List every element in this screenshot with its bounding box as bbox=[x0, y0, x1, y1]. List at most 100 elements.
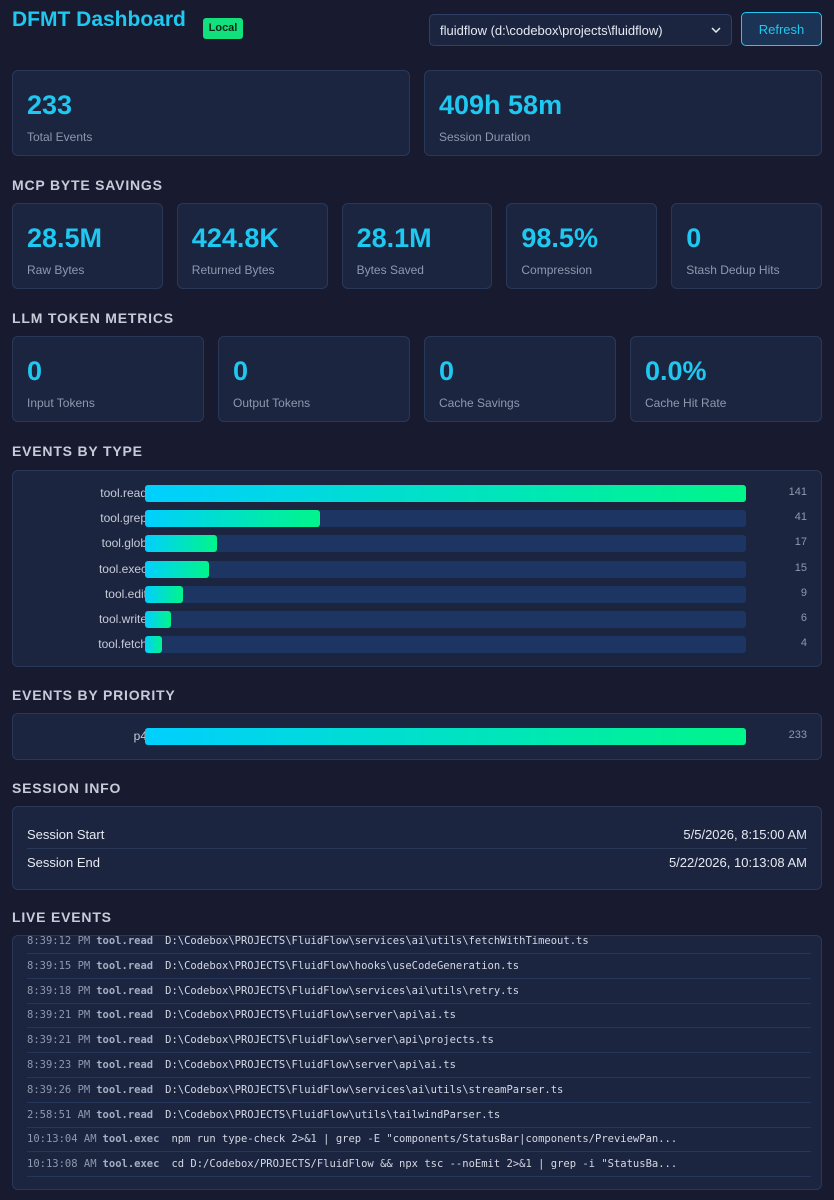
bar-track bbox=[145, 611, 746, 628]
event-type: tool.read bbox=[96, 959, 154, 972]
event-detail: D:\Codebox\PROJECTS\FluidFlow\server\api… bbox=[165, 1009, 456, 1022]
event-row: 8:39:12 PM tool.read D:\Codebox\PROJECTS\F… bbox=[27, 935, 811, 954]
bar-label: tool.fetch bbox=[98, 637, 147, 652]
session-value: 5/5/2026, 8:15:00 AM bbox=[683, 826, 807, 842]
event-detail: D:\Codebox\PROJECTS\FluidFlow\server\api… bbox=[165, 1034, 494, 1047]
event-row: 8:39:23 PM tool.read D:\Codebox\PROJECTS\F… bbox=[27, 1053, 811, 1078]
bar-row: tool.write 6 bbox=[13, 611, 821, 629]
bar bbox=[145, 485, 746, 502]
stat-label: Stash Dedup Hits bbox=[686, 263, 780, 277]
stat-label: Output Tokens bbox=[233, 396, 311, 410]
stat-value: 0 bbox=[439, 356, 455, 386]
refresh-button[interactable]: Refresh bbox=[741, 12, 822, 46]
event-row: 8:39:21 PM tool.read D:\Codebox\PROJECTS\F… bbox=[27, 1028, 811, 1054]
section-title: LLM TOKEN METRICS bbox=[12, 310, 174, 326]
byte-savings-cards: 28.5M Raw Bytes 424.8K Returned Bytes 28.1M B… bbox=[12, 203, 822, 289]
stat-value: 0.0% bbox=[645, 356, 707, 386]
bar-row: tool.glob 17 bbox=[13, 535, 821, 553]
section-title: EVENTS BY PRIORITY bbox=[12, 687, 176, 703]
session-row: Session Start 5/5/2026, 8:15:00 AM bbox=[27, 820, 807, 849]
bar-value: 9 bbox=[800, 586, 807, 599]
bar-row: tool.exec 15 bbox=[13, 560, 821, 579]
stat-value: 28.5M bbox=[27, 223, 103, 253]
stat-card: 409h 58m Session Duration bbox=[424, 70, 822, 156]
events-by-type-chart: tool.read 141 tool.grep 41 tool.glob 17 tool.e… bbox=[12, 470, 822, 667]
bar-track bbox=[145, 636, 746, 654]
bar-track bbox=[145, 510, 746, 528]
event-time: 2:58:51 AM bbox=[27, 1108, 91, 1121]
event-row: 2:58:51 AM tool.read D:\Codebox\PROJECTS\F… bbox=[27, 1103, 811, 1128]
event-type: tool.read bbox=[96, 1108, 154, 1121]
stat-card: 0 Input Tokens bbox=[12, 336, 204, 422]
bar-track bbox=[145, 728, 746, 745]
stat-value: 0 bbox=[27, 356, 43, 386]
event-time: 10:13:04 AM bbox=[27, 1133, 97, 1146]
event-row: 8:39:26 PM tool.read D:\Codebox\PROJECTS\F… bbox=[27, 1078, 811, 1103]
session-key: Session Start bbox=[27, 826, 105, 842]
stat-value: 28.1M bbox=[356, 223, 432, 253]
stat-card: 424.8K Returned Bytes bbox=[176, 203, 328, 289]
bar bbox=[145, 611, 171, 628]
stat-label: Cache Savings bbox=[439, 396, 520, 410]
section-title: MCP BYTE SAVINGS bbox=[12, 177, 163, 193]
event-detail: D:\Codebox\PROJECTS\FluidFlow\hooks\useC… bbox=[165, 959, 520, 972]
event-type: tool.read bbox=[96, 1083, 154, 1096]
stat-card: 233 Total Events bbox=[12, 70, 410, 156]
bar-value: 141 bbox=[788, 486, 807, 498]
session-info-panel: Session Start 5/5/2026, 8:15:00 AM Session… bbox=[12, 806, 822, 890]
env-badge: Local bbox=[203, 18, 243, 39]
project-select[interactable]: fluidflow (d:\codebox\projects\fluidflow… bbox=[429, 14, 732, 46]
bar-label: tool.read bbox=[100, 486, 147, 500]
bar-value: 6 bbox=[800, 612, 807, 624]
bar-value: 4 bbox=[800, 637, 807, 650]
bar-label: tool.grep bbox=[100, 511, 147, 526]
stat-value: 424.8K bbox=[191, 223, 279, 253]
event-type: tool.exec bbox=[102, 1133, 160, 1146]
bar bbox=[145, 585, 184, 603]
bar-row: tool.edit 9 bbox=[13, 585, 821, 604]
bar-row: p4 233 bbox=[13, 728, 821, 746]
bar-label: tool.glob bbox=[101, 536, 147, 551]
event-time: 8:39:18 PM bbox=[27, 984, 91, 997]
event-detail: D:\Codebox\PROJECTS\FluidFlow\services\a… bbox=[165, 984, 520, 997]
event-type: tool.read bbox=[96, 1059, 154, 1071]
summary-cards: 233 Total Events 409h 58m Session Duration bbox=[12, 70, 822, 156]
bar-row: tool.grep 41 bbox=[13, 510, 821, 528]
event-detail: cd D:/Codebox/PROJECTS/FluidFlow && npx … bbox=[171, 1158, 678, 1171]
bar-value: 15 bbox=[794, 561, 807, 574]
bar bbox=[145, 636, 163, 654]
stat-card: 98.5% Compression bbox=[506, 203, 658, 289]
session-row: Session End 5/22/2026, 10:13:08 AM bbox=[27, 848, 807, 876]
bar bbox=[145, 535, 218, 553]
dropdown-arrow bbox=[711, 27, 721, 33]
event-detail: D:\Codebox\PROJECTS\FluidFlow\utils\tail… bbox=[165, 1108, 501, 1121]
stat-label: Raw Bytes bbox=[27, 263, 85, 277]
event-time: 8:39:21 PM bbox=[27, 1009, 91, 1022]
stat-value: 0 bbox=[233, 356, 249, 386]
project-option: fluidflow (d:\codebox\projects\fluidflow… bbox=[440, 22, 663, 38]
event-detail: D:\Codebox\PROJECTS\FluidFlow\services\a… bbox=[165, 1083, 564, 1096]
bar-track bbox=[145, 585, 746, 603]
event-type: tool.read bbox=[96, 1034, 154, 1047]
section-title: LIVE EVENTS bbox=[12, 909, 112, 925]
event-time: 8:39:23 PM bbox=[27, 1059, 91, 1071]
bar bbox=[145, 560, 209, 578]
session-value: 5/22/2026, 10:13:08 AM bbox=[668, 854, 807, 870]
event-type: tool.read bbox=[96, 935, 154, 947]
stat-label: Session Duration bbox=[439, 130, 531, 144]
stat-value: 409h 58m bbox=[439, 90, 563, 120]
event-time: 8:39:21 PM bbox=[27, 1034, 91, 1047]
bar-track bbox=[145, 535, 746, 553]
event-type: tool.exec bbox=[102, 1158, 160, 1171]
bar-row: tool.read 141 bbox=[13, 485, 821, 503]
bar-track bbox=[145, 560, 746, 578]
live-events-list: 8:39:12 PM tool.read D:\Codebox\PROJECTS\F… bbox=[12, 935, 822, 1190]
event-detail: D:\Codebox\PROJECTS\FluidFlow\services\a… bbox=[165, 935, 589, 947]
token-metrics-cards: 0 Input Tokens 0 Output Tokens 0 Cache Saving… bbox=[12, 336, 822, 422]
stat-label: Input Tokens bbox=[27, 396, 95, 410]
event-row: 8:39:18 PM tool.read D:\Codebox\PROJECTS\F… bbox=[27, 979, 811, 1004]
section-title: SESSION INFO bbox=[12, 780, 122, 796]
stat-value: 233 bbox=[27, 90, 73, 120]
stat-label: Cache Hit Rate bbox=[645, 396, 727, 410]
